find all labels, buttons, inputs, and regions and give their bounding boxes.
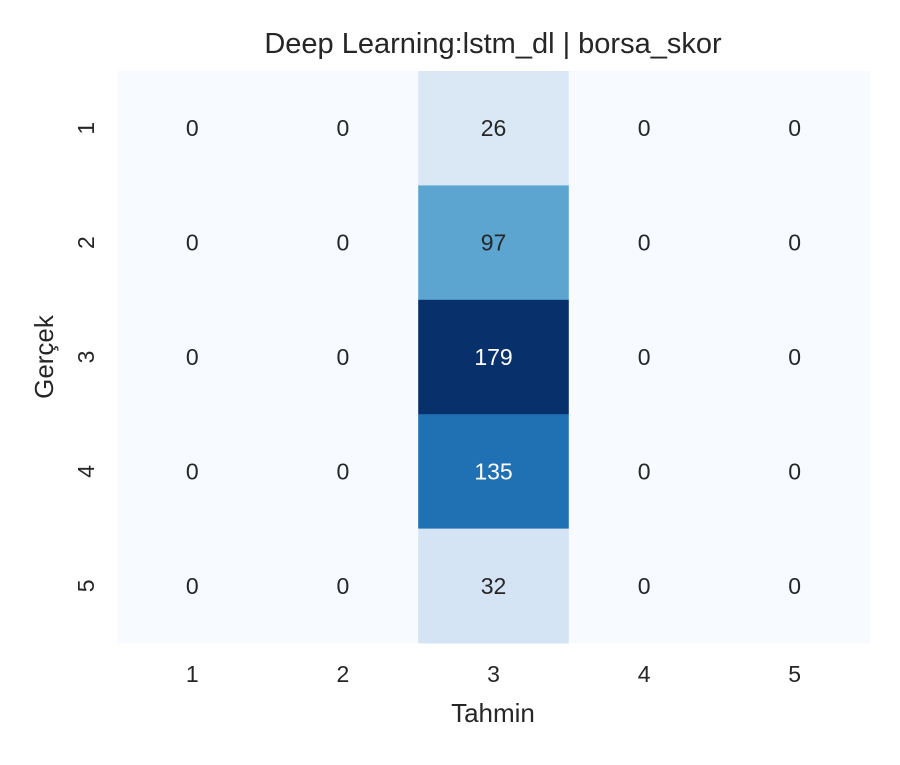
cell-value-label-r4-c5: 0 xyxy=(788,458,801,484)
cell-value-label-r1-c4: 0 xyxy=(638,115,651,141)
y-tick-label: 1 xyxy=(73,122,99,135)
heatmap-cell-r1-c1 xyxy=(117,71,269,186)
cell-value-label-r3-c2: 0 xyxy=(337,344,350,370)
heatmap-cell-r4-c2 xyxy=(267,414,419,530)
heatmap-cell-r5-c5 xyxy=(719,528,871,644)
heatmap-cell-r2-c3 xyxy=(418,185,570,301)
cell-value-label-r4-c1: 0 xyxy=(186,458,199,484)
heatmap-cell-r3-c5 xyxy=(719,299,871,415)
y-tick-label: 3 xyxy=(73,351,99,364)
cell-value-label-r3-c3: 179 xyxy=(474,344,512,370)
heatmap-cell-r4-c4 xyxy=(568,414,720,530)
heatmap-cell-r5-c3 xyxy=(418,528,570,644)
cell-value-label-r4-c3: 135 xyxy=(474,458,512,484)
heatmap-cell-r2-c4 xyxy=(568,185,720,301)
cell-value-label-r2-c3: 97 xyxy=(481,230,507,256)
heatmap-cell-r4-c3 xyxy=(418,414,570,530)
cell-value-label-r2-c1: 0 xyxy=(186,230,199,256)
x-tick-label: 4 xyxy=(638,661,651,687)
heatmap-cell-r5-c4 xyxy=(568,528,720,644)
cell-value-label-r4-c4: 0 xyxy=(638,458,651,484)
heatmap-cell-r3-c3 xyxy=(418,299,570,415)
chart-title: Deep Learning:lstm_dl | borsa_skor xyxy=(264,28,722,60)
heatmap-cell-r2-c5 xyxy=(719,185,871,301)
y-tick-label: 2 xyxy=(73,236,99,249)
cell-value-label-r1-c1: 0 xyxy=(186,115,199,141)
cell-value-label-r5-c4: 0 xyxy=(638,573,651,599)
cell-value-label-r5-c5: 0 xyxy=(788,573,801,599)
y-tick-label: 4 xyxy=(73,465,99,478)
x-tick-label: 5 xyxy=(788,661,801,687)
heatmap-cell-r1-c3 xyxy=(418,71,570,186)
cell-value-label-r3-c5: 0 xyxy=(788,344,801,370)
heatmap-cell-r3-c4 xyxy=(568,299,720,415)
cell-value-label-r5-c3: 32 xyxy=(481,573,507,599)
cell-value-label-r1-c2: 0 xyxy=(337,115,350,141)
cell-value-label-r4-c2: 0 xyxy=(337,458,350,484)
heatmap-cell-labels: 0 0 26 0 0 0 0 97 0 0 0 0 179 0 0 0 0 135 0 0 0 0 32 0 0 xyxy=(186,115,801,599)
x-tick-label: 3 xyxy=(487,661,500,687)
cell-value-label-r1-c3: 26 xyxy=(481,115,507,141)
heatmap-cell-r4-c1 xyxy=(117,414,269,530)
heatmap-cell-r2-c1 xyxy=(117,185,269,301)
heatmap-cell-r5-c2 xyxy=(267,528,419,644)
y-axis-ticks: 1 2 3 4 5 xyxy=(73,122,99,592)
heatmap-cell-r1-c4 xyxy=(568,71,720,186)
heatmap-cell-r3-c1 xyxy=(117,299,269,415)
heatmap-cells xyxy=(117,71,871,644)
cell-value-label-r2-c4: 0 xyxy=(638,230,651,256)
x-tick-label: 2 xyxy=(337,661,350,687)
heatmap-cell-r4-c5 xyxy=(719,414,871,530)
heatmap-cell-r1-c2 xyxy=(267,71,419,186)
x-tick-label: 1 xyxy=(186,661,199,687)
x-axis-ticks: 1 2 3 4 5 xyxy=(186,661,801,687)
cell-value-label-r2-c5: 0 xyxy=(788,230,801,256)
heatmap-cell-r5-c1 xyxy=(117,528,269,644)
cell-value-label-r3-c1: 0 xyxy=(186,344,199,370)
heatmap-cell-r1-c5 xyxy=(719,71,871,186)
cell-value-label-r2-c2: 0 xyxy=(337,230,350,256)
cell-value-label-r5-c1: 0 xyxy=(186,573,199,599)
x-axis-label: Tahmin xyxy=(451,698,535,728)
y-axis-label: Gerçek xyxy=(29,314,59,399)
cell-value-label-r5-c2: 0 xyxy=(337,573,350,599)
cell-value-label-r3-c4: 0 xyxy=(638,344,651,370)
cell-value-label-r1-c5: 0 xyxy=(788,115,801,141)
heatmap-cell-r2-c2 xyxy=(267,185,419,301)
y-tick-label: 5 xyxy=(73,579,99,592)
heatmap-cell-r3-c2 xyxy=(267,299,419,415)
